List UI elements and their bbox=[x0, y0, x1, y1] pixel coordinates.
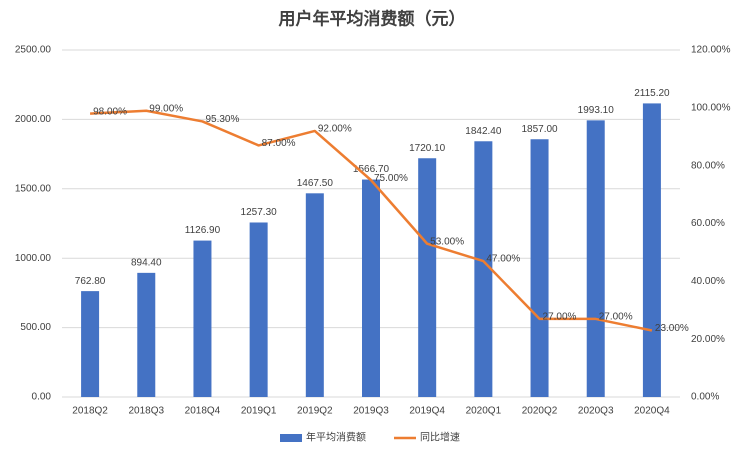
value-label: 75.00% bbox=[374, 173, 408, 184]
value-label: 98.00% bbox=[93, 106, 127, 117]
x-tick-label: 2020Q4 bbox=[634, 406, 670, 417]
x-tick-label: 2019Q4 bbox=[409, 406, 445, 417]
y2-tick-label: 20.00% bbox=[691, 334, 725, 345]
y2-tick-label: 40.00% bbox=[691, 276, 725, 287]
y2-tick-label: 120.00% bbox=[691, 45, 731, 56]
legend-label: 年平均消费额 bbox=[306, 431, 366, 444]
value-label: 894.40 bbox=[131, 257, 162, 268]
value-label: 762.80 bbox=[75, 276, 106, 287]
value-label: 1566.70 bbox=[353, 164, 390, 175]
bar bbox=[305, 193, 324, 397]
bar bbox=[249, 222, 268, 397]
value-label: 1257.30 bbox=[241, 207, 278, 218]
value-label: 87.00% bbox=[262, 138, 296, 149]
y-tick-label: 500.00 bbox=[20, 322, 51, 333]
value-label: 1857.00 bbox=[521, 124, 558, 135]
value-label: 1993.10 bbox=[578, 105, 615, 116]
y-tick-label: 2500.00 bbox=[15, 45, 52, 56]
value-label: 99.00% bbox=[149, 103, 183, 114]
value-label: 1126.90 bbox=[185, 225, 221, 236]
value-label: 23.00% bbox=[655, 323, 689, 334]
x-tick-label: 2020Q3 bbox=[578, 406, 614, 417]
x-tick-label: 2020Q1 bbox=[466, 406, 502, 417]
x-tick-label: 2018Q2 bbox=[72, 406, 108, 417]
value-label: 47.00% bbox=[486, 254, 520, 265]
y-tick-label: 1000.00 bbox=[15, 253, 52, 264]
y-tick-label: 1500.00 bbox=[15, 183, 52, 194]
bar bbox=[586, 120, 605, 397]
bar bbox=[362, 179, 380, 397]
bar bbox=[193, 240, 212, 397]
y2-tick-label: 60.00% bbox=[691, 218, 725, 229]
bar bbox=[642, 103, 661, 397]
bar bbox=[418, 158, 437, 397]
x-tick-label: 2018Q3 bbox=[128, 406, 164, 417]
bar bbox=[137, 272, 156, 397]
legend-swatch bbox=[280, 434, 302, 442]
x-tick-label: 2020Q2 bbox=[522, 406, 558, 417]
value-label: 2115.20 bbox=[634, 88, 670, 99]
bar bbox=[474, 141, 493, 397]
value-label: 27.00% bbox=[599, 312, 633, 323]
value-label: 1720.10 bbox=[409, 143, 446, 154]
x-tick-label: 2019Q3 bbox=[353, 406, 389, 417]
y-tick-label: 2000.00 bbox=[15, 114, 52, 125]
x-tick-label: 2018Q4 bbox=[185, 406, 221, 417]
value-label: 95.30% bbox=[205, 114, 239, 125]
value-label: 92.00% bbox=[318, 124, 352, 135]
y2-tick-label: 100.00% bbox=[691, 102, 731, 113]
bar bbox=[530, 139, 549, 397]
value-label: 53.00% bbox=[430, 236, 464, 247]
chart-title: 用户年平均消费额（元） bbox=[279, 8, 466, 28]
bar bbox=[81, 291, 100, 397]
y-tick-label: 0.00 bbox=[32, 392, 52, 403]
x-tick-label: 2019Q1 bbox=[241, 406, 277, 417]
line bbox=[90, 109, 653, 332]
y2-tick-label: 0.00% bbox=[691, 392, 719, 403]
value-label: 1467.50 bbox=[297, 178, 334, 189]
value-label: 27.00% bbox=[543, 312, 577, 323]
y2-tick-label: 80.00% bbox=[691, 160, 725, 171]
legend-label: 同比增速 bbox=[420, 431, 460, 444]
x-tick-label: 2019Q2 bbox=[297, 406, 333, 417]
value-label: 1842.40 bbox=[465, 126, 502, 137]
